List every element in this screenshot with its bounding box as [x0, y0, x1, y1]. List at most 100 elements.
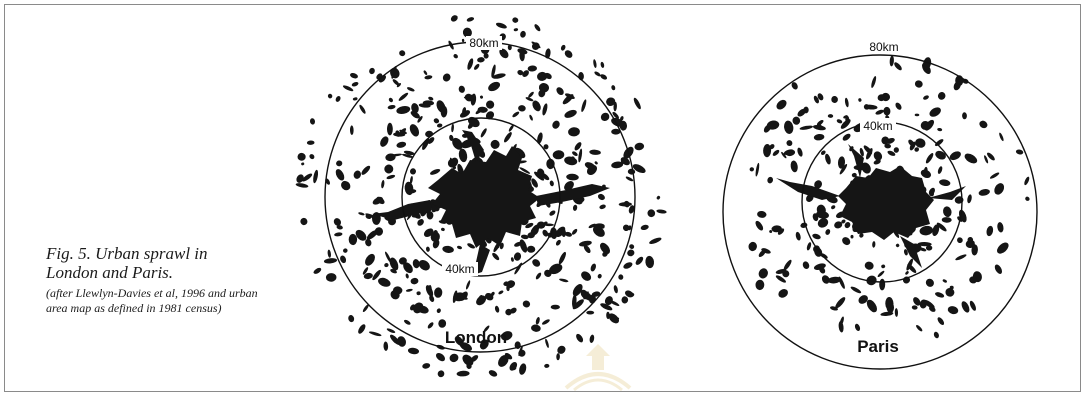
- urban-patch: [769, 144, 775, 150]
- urban-patch: [483, 325, 490, 333]
- urban-patch: [755, 220, 764, 231]
- urban-patch: [839, 163, 848, 175]
- urban-patch: [477, 106, 488, 113]
- urban-patch: [550, 304, 560, 310]
- urban-patch: [813, 263, 826, 270]
- urban-patch: [491, 64, 496, 78]
- urban-patch: [416, 291, 421, 296]
- urban-patch: [399, 50, 406, 57]
- urban-patch: [583, 245, 591, 254]
- urban-patch: [463, 94, 474, 99]
- urban-patch: [389, 257, 399, 271]
- urban-patch: [873, 151, 883, 161]
- urban-patch: [623, 262, 633, 269]
- urban-patch: [627, 249, 635, 257]
- urban-patch: [390, 67, 400, 79]
- urban-patch: [498, 290, 504, 295]
- urban-patch: [410, 110, 420, 119]
- urban-patch: [825, 229, 831, 235]
- urban-patch: [600, 242, 610, 254]
- urban-patch: [437, 123, 443, 128]
- urban-patch: [301, 162, 305, 166]
- urban-patch: [348, 233, 358, 246]
- urban-patch: [830, 306, 838, 311]
- urban-patch: [442, 245, 454, 253]
- urban-patch: [462, 27, 472, 38]
- urban-patch: [795, 231, 801, 241]
- urban-patch: [555, 239, 561, 246]
- urban-patch: [535, 272, 542, 280]
- urban-patch: [459, 295, 468, 300]
- urban-patch: [514, 147, 526, 159]
- urban-patch: [352, 97, 358, 101]
- urban-patch: [309, 154, 315, 160]
- urban-patch: [806, 242, 812, 251]
- urban-patch: [769, 230, 773, 233]
- urban-patch: [404, 181, 414, 196]
- urban-patch: [962, 112, 967, 120]
- urban-patch: [844, 97, 849, 108]
- urban-patch: [620, 116, 624, 121]
- urban-patch: [989, 172, 1000, 179]
- paris-inner-label-bg: [860, 118, 896, 132]
- urban-patch: [541, 319, 550, 325]
- urban-patch: [925, 278, 934, 287]
- urban-patch: [399, 128, 407, 136]
- urban-patch: [410, 277, 419, 285]
- urban-patch: [656, 195, 661, 200]
- urban-patch: [342, 85, 354, 92]
- urban-patch: [566, 173, 579, 181]
- urban-patch: [581, 99, 587, 113]
- urban-patch: [361, 165, 371, 175]
- urban-patch: [858, 98, 862, 102]
- london-outer-ring-label: 80km: [469, 36, 498, 50]
- urban-patch: [933, 331, 939, 339]
- urban-patch: [422, 138, 430, 150]
- urban-patch: [424, 75, 433, 80]
- urban-patch: [594, 161, 598, 165]
- urban-patch: [783, 259, 792, 271]
- urban-patch: [504, 352, 513, 360]
- urban-patch: [1024, 176, 1030, 186]
- urban-patch: [390, 153, 403, 157]
- paris-west-spur: [776, 178, 840, 200]
- urban-patch: [984, 155, 989, 164]
- urban-patch: [965, 239, 975, 249]
- urban-patch: [887, 150, 896, 156]
- urban-patch: [545, 338, 549, 348]
- urban-patch: [775, 275, 786, 283]
- urban-patch: [581, 271, 592, 281]
- urban-patch: [505, 280, 516, 289]
- urban-patch: [412, 259, 420, 269]
- urban-patch: [772, 149, 780, 156]
- urban-patch: [417, 219, 424, 226]
- urban-patch: [341, 180, 351, 191]
- urban-patch: [640, 224, 649, 231]
- urban-patch: [979, 120, 988, 129]
- urban-patch: [407, 347, 420, 355]
- urban-patch: [388, 97, 393, 103]
- urban-patch: [300, 217, 308, 226]
- urban-patch: [576, 333, 584, 343]
- urban-patch: [492, 73, 506, 79]
- urban-patch: [949, 151, 961, 161]
- urban-patch: [454, 336, 464, 346]
- urban-patch: [428, 96, 434, 101]
- urban-patch: [894, 308, 899, 317]
- urban-patch: [907, 263, 917, 273]
- urban-patch: [449, 134, 454, 141]
- urban-patch: [893, 147, 899, 153]
- urban-patch: [814, 180, 823, 189]
- urban-patch: [527, 65, 537, 72]
- urban-patch: [531, 324, 541, 332]
- urban-patch: [507, 44, 512, 51]
- urban-patch: [396, 106, 411, 114]
- urban-patch: [923, 95, 929, 100]
- urban-patch: [997, 222, 1004, 233]
- paris-city-label: Paris: [857, 337, 899, 356]
- urban-patch: [411, 103, 419, 114]
- urban-patch: [340, 255, 347, 264]
- urban-patch: [797, 108, 806, 117]
- urban-patch: [545, 48, 551, 59]
- urban-patch: [403, 319, 411, 325]
